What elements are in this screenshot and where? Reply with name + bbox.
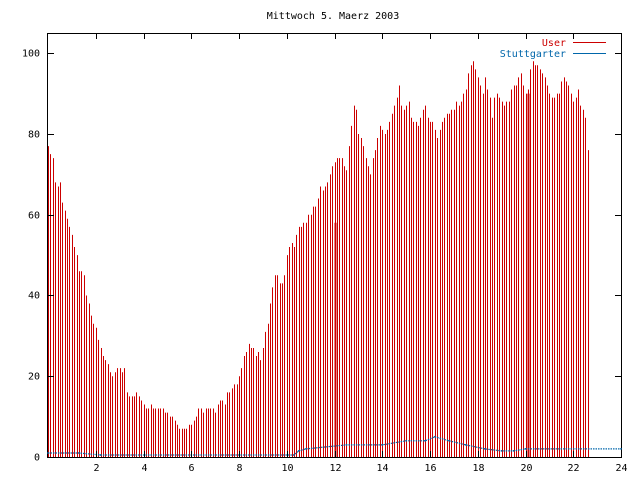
stuttgarter-point [484, 448, 486, 450]
x-tick-label: 20 [520, 463, 532, 474]
y-tick-label: 20 [28, 372, 40, 383]
x-tick-label: 16 [424, 463, 436, 474]
legend-label: User [542, 38, 566, 49]
stuttgarter-point [448, 439, 450, 442]
y-tick-label: 80 [28, 130, 40, 141]
stuttgarter-point [47, 452, 49, 454]
stuttgarter-point [99, 454, 102, 456]
plot-frame [47, 33, 622, 458]
stuttgarter-point [293, 454, 295, 456]
user-spikes [334, 93, 530, 457]
x-tick-label: 18 [472, 463, 484, 474]
x-tick-label: 8 [236, 463, 242, 474]
x-tick-label: 10 [281, 463, 293, 474]
stuttgarter-point [512, 450, 515, 452]
stuttgarter-point [500, 450, 503, 452]
y-tick-label: 0 [34, 453, 40, 464]
stuttgarter-line [47, 435, 622, 456]
x-tick-label: 12 [329, 463, 341, 474]
y-tick-label: 40 [28, 291, 40, 302]
x-tick-label: 24 [615, 463, 627, 474]
stuttgarter-point [464, 444, 467, 446]
stuttgarter-point [405, 439, 407, 442]
x-tick-label: 14 [376, 463, 388, 474]
stuttgarter-point [381, 444, 384, 446]
chart-title: Mittwoch 5. Maerz 2003 [267, 11, 399, 22]
stuttgarter-point [78, 452, 80, 454]
x-tick-label: 2 [93, 463, 99, 474]
stuttgarter-point [424, 439, 427, 442]
y-tick-label: 60 [28, 211, 40, 222]
stuttgarter-point [297, 450, 300, 452]
stuttgarter-point [433, 435, 436, 438]
stuttgarter-point [620, 448, 622, 450]
legend-label: Stuttgarter [500, 49, 566, 60]
stuttgarter-point [524, 448, 527, 450]
y-tick-label: 100 [22, 49, 40, 60]
x-tick-label: 4 [141, 463, 147, 474]
x-tick-label: 6 [188, 463, 194, 474]
user-bars [48, 61, 589, 457]
x-tick-label: 22 [567, 463, 579, 474]
stuttgarter-series-line [48, 436, 621, 456]
stuttgarter-point [305, 448, 307, 450]
stuttgarter-point [345, 444, 348, 446]
